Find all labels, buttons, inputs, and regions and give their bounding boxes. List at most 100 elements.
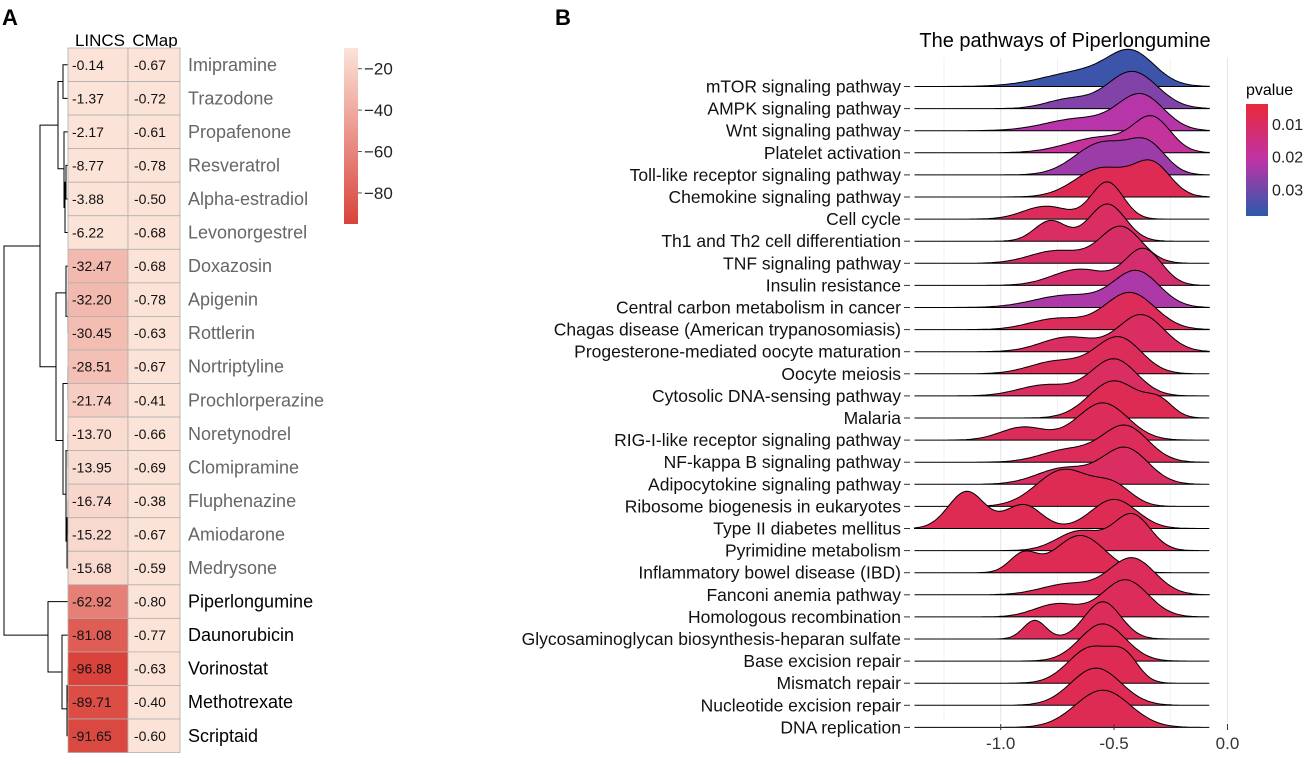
- cell-value-cmap: -0.63: [134, 325, 166, 341]
- dendrogram-link: [63, 131, 68, 208]
- cell-value-cmap: -0.63: [134, 661, 166, 677]
- cell-value-lincs: -0.14: [72, 57, 104, 73]
- drug-label: Amiodarone: [188, 524, 285, 544]
- cell-value-lincs: -16.74: [72, 493, 112, 509]
- cell-value-cmap: -0.69: [134, 459, 166, 475]
- pvalue-tick-label: 0.03: [1272, 183, 1303, 200]
- cell-value-cmap: -0.68: [134, 225, 166, 241]
- ridge-y-label: NF-kappa B signaling pathway: [664, 452, 902, 472]
- ridge-y-label: Fanconi anemia pathway: [706, 585, 901, 605]
- ridge-y-label: DNA replication: [780, 717, 901, 737]
- ridge-y-label: Cell cycle: [826, 209, 901, 229]
- ridge-density: [914, 535, 1210, 574]
- ridge-density: [914, 512, 1210, 552]
- pvalue-tick-label: 0.01: [1272, 117, 1303, 134]
- heatmap-cell-cmap: [127, 517, 181, 552]
- drug-label: Vorinostat: [188, 659, 268, 679]
- heatmap-cell-cmap: [127, 315, 181, 351]
- dendrogram-link: [65, 265, 68, 317]
- heatmap-cell-lincs: [67, 383, 129, 418]
- cell-value-cmap: -0.80: [134, 594, 166, 610]
- drug-label: Noretynodrel: [188, 424, 291, 444]
- cell-value-lincs: -15.68: [72, 560, 112, 576]
- heatmap-cell-lincs: [67, 47, 129, 82]
- heatmap-cell-lincs: [67, 181, 129, 217]
- colorbar-tick-label: −80: [364, 184, 393, 203]
- heatmap-cell-cmap: [127, 383, 181, 418]
- panel-b-letter: B: [555, 5, 571, 30]
- dendrogram-link: [39, 124, 58, 368]
- colorbar-gradient: [344, 48, 358, 224]
- cell-value-lincs: -96.88: [72, 661, 112, 677]
- heatmap-cell-lincs: [67, 416, 129, 451]
- heatmap-cell-lincs: [67, 685, 129, 720]
- heatmap-cell-lincs: [67, 584, 129, 619]
- cell-value-lincs: -6.22: [72, 225, 104, 241]
- drug-label: Resveratrol: [188, 155, 280, 175]
- column-header-lincs: LINCS: [75, 31, 125, 50]
- pvalue-ticks: 0.01 0.02 0.03: [1268, 117, 1303, 200]
- heatmap-cell-cmap: [127, 550, 181, 586]
- ridge-y-label: Mismatch repair: [777, 673, 902, 693]
- heatmap-cell-cmap: [127, 81, 181, 116]
- heatmap-cell-cmap: [127, 685, 181, 720]
- heatmap-cell-cmap: [127, 651, 181, 686]
- cell-value-cmap: -0.59: [134, 560, 166, 576]
- cell-value-lincs: -15.22: [72, 526, 112, 542]
- ridge-y-label: Glycosaminoglycan biosynthesis-heparan s…: [522, 629, 901, 649]
- ridge-density: [914, 336, 1210, 375]
- cell-value-cmap: -0.41: [134, 392, 166, 408]
- cell-value-cmap: -0.50: [134, 191, 166, 207]
- drug-label: Nortriptyline: [188, 357, 284, 377]
- ridge-density: [914, 446, 1210, 485]
- ridge-title: The pathways of Piperlongumine: [919, 30, 1210, 52]
- panel-a: A LINCS CMap -0.14 -0.67-1.37 -0.72-2.17 -0…: [2, 5, 393, 753]
- heatmap-cell-cmap: [127, 450, 181, 485]
- drug-label: Methotrexate: [188, 692, 293, 712]
- cell-value-lincs: -8.77: [72, 157, 104, 173]
- ridge-y-label: Central carbon metabolism in cancer: [616, 298, 901, 318]
- dendrogram-link: [66, 517, 68, 569]
- heatmap-cell-lincs: [67, 81, 129, 116]
- cell-value-lincs: -30.45: [72, 325, 112, 341]
- cell-value-lincs: -1.37: [72, 90, 104, 106]
- ridge-y-label: Platelet activation: [764, 143, 901, 163]
- heatmap-cell-cmap: [127, 148, 181, 183]
- heatmap-cell-lincs: [67, 718, 129, 753]
- ridge-y-label: Type II diabetes mellitus: [713, 519, 901, 539]
- dendrogram-link: [62, 64, 68, 99]
- dendrogram-link: [66, 684, 68, 737]
- heatmap-cell-cmap: [127, 349, 181, 384]
- ridge-y-label: Wnt signaling pathway: [726, 121, 901, 141]
- ridge-density: [914, 93, 1210, 132]
- ridge-y-label: Cytosolic DNA-sensing pathway: [652, 386, 901, 406]
- ridge-density: [914, 601, 1210, 640]
- ridge-density: [914, 667, 1210, 706]
- cell-value-cmap: -0.40: [134, 694, 166, 710]
- ridge-y-label: Toll-like receptor signaling pathway: [630, 165, 902, 185]
- heatmap-cells: -0.14 -0.67 -1.37 -0.72 -2.17 -0.61 -8.77 -0.78…: [67, 47, 181, 753]
- ridge-y-label: Inflammatory bowel disease (IBD): [638, 563, 901, 583]
- heatmap-cell-lincs: [67, 215, 129, 250]
- pvalue-colorbar: [1246, 104, 1268, 216]
- cell-value-cmap: -0.77: [134, 627, 166, 643]
- heatmap-cell-lincs: [67, 651, 129, 686]
- ridge-y-label: Progesterone-mediated oocyte maturation: [574, 342, 901, 362]
- cell-value-lincs: -91.65: [72, 728, 112, 744]
- drug-label: Propafenone: [188, 122, 291, 142]
- drug-label: Alpha-estradiol: [188, 189, 308, 209]
- pvalue-legend-title: pvalue: [1246, 82, 1293, 99]
- ridge-density: [914, 689, 1210, 728]
- colorbar-tick-label: −20: [364, 60, 393, 79]
- cell-value-lincs: -2.17: [72, 124, 104, 140]
- ridge-density: [914, 380, 1210, 419]
- cell-value-lincs: -32.20: [72, 292, 112, 308]
- ridge-density: [914, 623, 1210, 662]
- dendrogram-link: [62, 383, 68, 495]
- cell-value-lincs: -81.08: [72, 627, 112, 643]
- ridge-density: [914, 203, 1210, 242]
- ridge-density: [914, 159, 1210, 198]
- drug-label: Fluphenazine: [188, 491, 296, 511]
- heatmap-cell-lincs: [67, 349, 129, 384]
